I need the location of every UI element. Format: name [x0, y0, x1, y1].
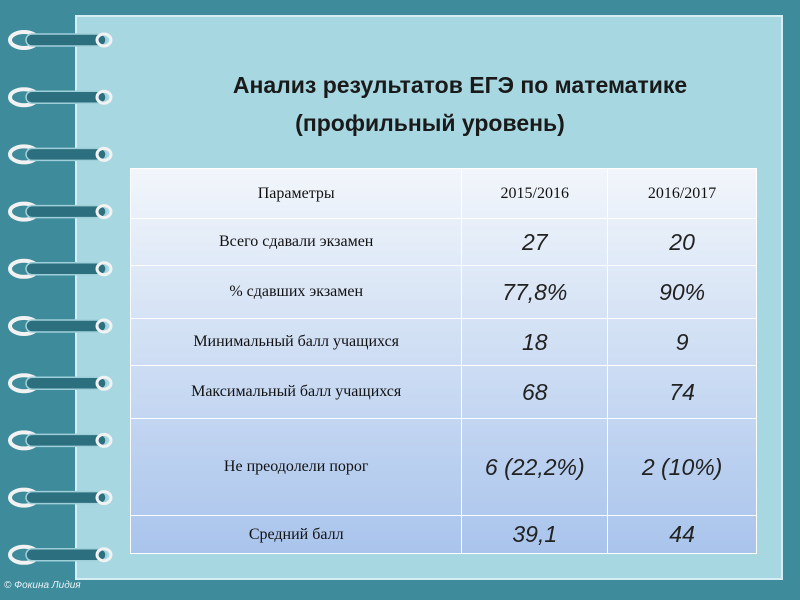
table-row: Всего сдавали экзамен 27 20: [129, 218, 757, 266]
table-cell: % сдавших экзамен: [129, 265, 463, 319]
table-cell: 2016/2017: [607, 168, 757, 219]
binding-ring: [95, 146, 113, 162]
table-cell: 6 (22,2%): [461, 418, 609, 516]
binding-ring: [25, 90, 107, 104]
table-cell: 20: [607, 218, 757, 266]
table-cell: 2015/2016: [461, 168, 609, 219]
table-cell: 39,1: [461, 515, 609, 554]
table-row: Средний балл 39,1 44: [129, 515, 757, 554]
table-cell: Средний балл: [129, 515, 463, 554]
table-cell: 44: [607, 515, 757, 554]
table-row: Параметры 2015/2016 2016/2017: [129, 168, 757, 219]
results-table: Параметры 2015/2016 2016/2017 Всего сдавали…: [129, 168, 757, 554]
binding-ring: [25, 319, 107, 333]
title-line: (профильный уровень): [295, 110, 565, 136]
table-cell: 68: [461, 365, 609, 419]
binding-ring: [25, 433, 107, 448]
table-cell: Параметры: [129, 168, 463, 219]
binding-ring: [25, 262, 107, 276]
table-row: Максимальный балл учащихся 68 74: [129, 365, 757, 419]
binding-ring: [95, 89, 113, 105]
binding-ring: [25, 490, 107, 505]
table-cell: 90%: [607, 265, 757, 319]
table-cell: Всего сдавали экзамен: [129, 218, 463, 266]
table-cell: 2 (10%): [607, 418, 757, 516]
binding-ring: [95, 261, 113, 277]
title-line: Анализ результатов ЕГЭ по математике: [232, 72, 688, 98]
binding-ring: [25, 548, 107, 562]
binding-ring: [95, 547, 113, 563]
binding-ring: [95, 318, 113, 334]
binding-ring: [25, 147, 107, 162]
watermark: © Фокина Лидия: [4, 580, 81, 591]
table-cell: 18: [461, 318, 609, 366]
table-row: % сдавших экзамен 77,8% 90%: [129, 265, 757, 319]
table-cell: 77,8%: [461, 265, 609, 319]
table-cell: 9: [607, 318, 757, 366]
binding-ring: [95, 204, 113, 220]
binding-ring: [25, 204, 107, 219]
table-row: Не преодолели порог 6 (22,2%) 2 (10%): [129, 418, 757, 516]
binding-ring: [95, 490, 113, 506]
table-cell: 27: [461, 218, 609, 266]
binding-ring: [95, 375, 113, 391]
table-cell: Максимальный балл учащихся: [129, 365, 463, 419]
spiral-binding: [8, 30, 113, 565]
binding-ring: [25, 376, 107, 390]
binding-ring: [25, 33, 107, 47]
table-cell: 74: [607, 365, 757, 419]
binding-ring: [95, 432, 113, 448]
table-cell: Не преодолели порог: [129, 418, 463, 516]
binding-ring: [95, 32, 113, 48]
table-row: Минимальный балл учащихся 18 9: [129, 318, 757, 366]
table-cell: Минимальный балл учащихся: [129, 318, 463, 366]
